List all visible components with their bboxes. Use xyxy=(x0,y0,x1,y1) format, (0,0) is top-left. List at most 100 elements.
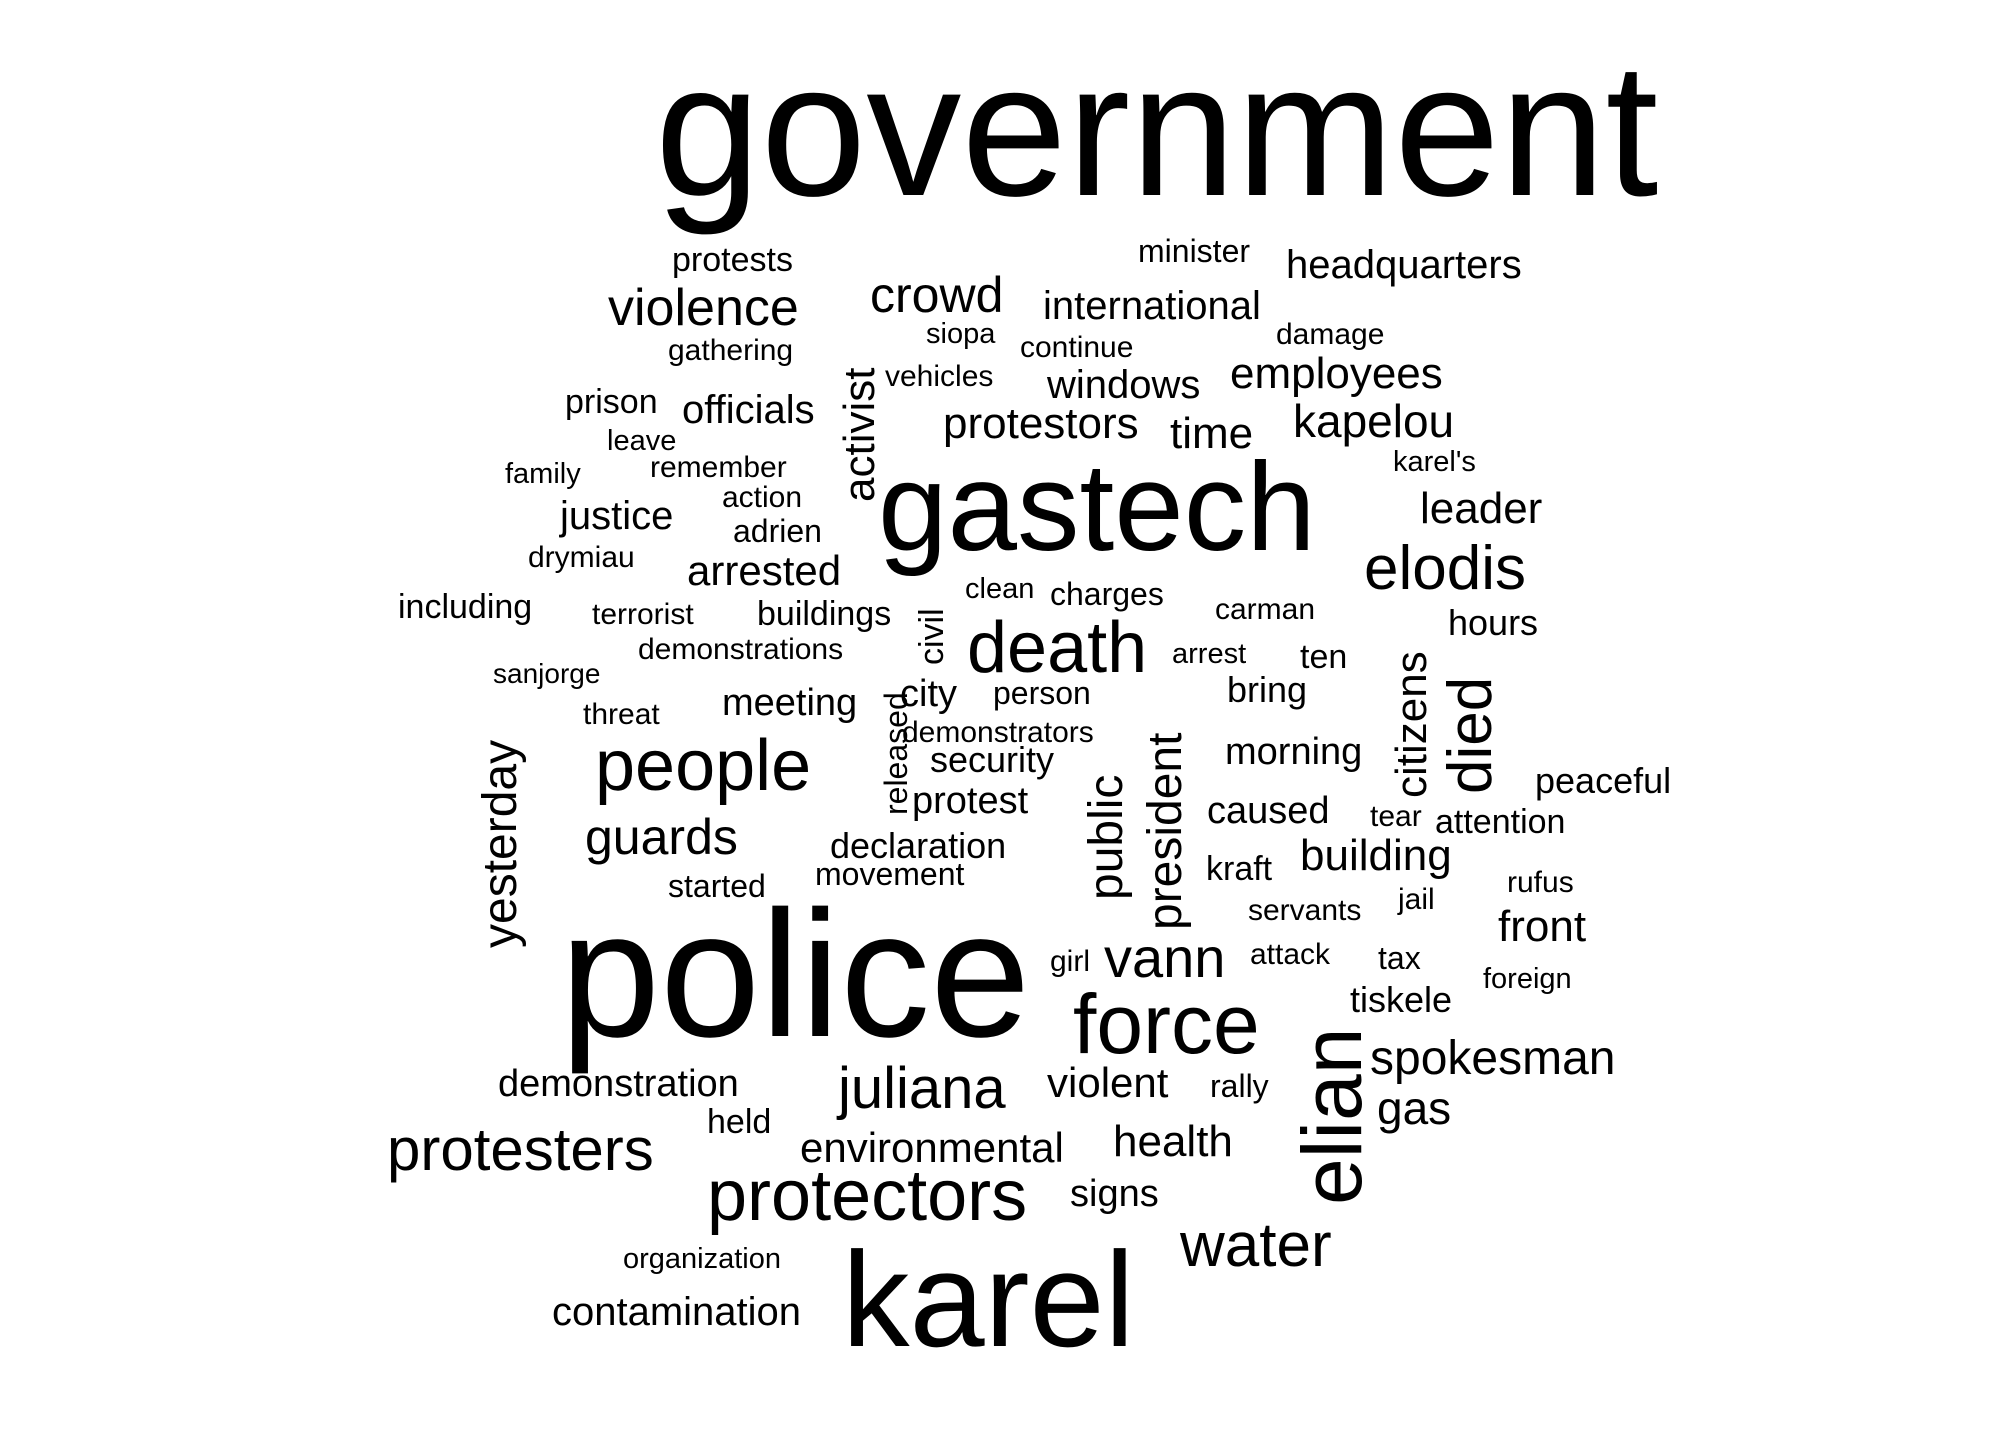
word-bring: bring xyxy=(1227,669,1308,710)
word-kraft: kraft xyxy=(1206,850,1273,888)
word-caused: caused xyxy=(1207,790,1330,832)
word-drymiau: drymiau xyxy=(528,541,635,574)
word-tax: tax xyxy=(1378,940,1421,976)
word-violent: violent xyxy=(1047,1059,1169,1106)
word-started: started xyxy=(668,868,766,904)
word-gas: gas xyxy=(1377,1082,1452,1134)
word-activist: activist xyxy=(835,367,884,502)
word-contamination: contamination xyxy=(552,1290,802,1334)
word-arrest: arrest xyxy=(1172,638,1247,670)
word-carman: carman xyxy=(1215,593,1316,626)
word-water: water xyxy=(1180,1211,1332,1280)
word-violence: violence xyxy=(608,279,799,337)
word-officials: officials xyxy=(682,388,815,432)
word-headquarters: headquarters xyxy=(1286,243,1522,287)
word-juliana: juliana xyxy=(838,1056,1006,1121)
word-including: including xyxy=(398,588,533,626)
word-protest: protest xyxy=(912,780,1029,822)
word-employees: employees xyxy=(1230,349,1443,398)
word-gathering: gathering xyxy=(668,334,794,367)
word-meeting: meeting xyxy=(722,682,858,724)
word-prison: prison xyxy=(565,383,658,421)
word-karel-s: karel's xyxy=(1393,446,1476,478)
word-health: health xyxy=(1113,1117,1233,1166)
word-environmental: environmental xyxy=(800,1124,1064,1171)
word-declaration: declaration xyxy=(830,825,1007,866)
word-demonstrators: demonstrators xyxy=(902,716,1094,749)
word-minister: minister xyxy=(1138,233,1251,269)
word-windows: windows xyxy=(1047,363,1201,407)
word-public: public xyxy=(1080,774,1133,900)
word-security: security xyxy=(930,739,1055,780)
word-sanjorge: sanjorge xyxy=(493,658,601,689)
word-girl: girl xyxy=(1050,945,1091,978)
word-buildings: buildings xyxy=(757,595,892,633)
word-rally: rally xyxy=(1210,1068,1269,1104)
word-family: family xyxy=(505,458,581,490)
word-servants: servants xyxy=(1248,894,1362,927)
word-died: died xyxy=(1436,676,1505,794)
word-front: front xyxy=(1498,902,1587,951)
word-justice: justice xyxy=(560,494,674,538)
word-movement: movement xyxy=(815,856,965,892)
word-protests: protests xyxy=(672,241,793,279)
word-tiskele: tiskele xyxy=(1350,979,1453,1020)
word-city: city xyxy=(900,673,957,715)
word-attack: attack xyxy=(1250,938,1331,971)
word-arrested: arrested xyxy=(687,547,842,594)
word-people: people xyxy=(595,726,812,806)
word-adrien: adrien xyxy=(733,513,822,549)
word-threat: threat xyxy=(583,698,660,731)
word-guards: guards xyxy=(585,809,738,865)
word-elian: elian xyxy=(1285,1027,1379,1205)
word-civil: civil xyxy=(913,608,951,665)
word-demonstration: demonstration xyxy=(498,1063,739,1105)
word-police: police xyxy=(560,874,1031,1075)
word-tear: tear xyxy=(1370,800,1422,833)
word-protestors: protestors xyxy=(943,399,1139,448)
word-force: force xyxy=(1073,977,1260,1071)
word-attention: attention xyxy=(1435,803,1566,841)
word-vehicles: vehicles xyxy=(885,360,994,393)
word-leave: leave xyxy=(607,425,677,457)
word-government: government xyxy=(655,24,1659,236)
word-ten: ten xyxy=(1300,638,1348,676)
word-yesterday: yesterday xyxy=(474,739,527,948)
word-jail: jail xyxy=(1398,883,1435,916)
word-continue: continue xyxy=(1020,331,1134,364)
word-person: person xyxy=(993,675,1091,711)
word-released: released xyxy=(878,692,914,815)
word-foreign: foreign xyxy=(1483,963,1572,995)
word-building: building xyxy=(1300,831,1452,880)
word-protectors: protectors xyxy=(707,1156,1028,1236)
word-kapelou: kapelou xyxy=(1293,395,1455,447)
word-morning: morning xyxy=(1225,731,1363,773)
word-action: action xyxy=(722,481,803,514)
word-karel: karel xyxy=(842,1224,1135,1375)
word-clean: clean xyxy=(965,573,1035,605)
word-siopa: siopa xyxy=(926,318,996,350)
word-death: death xyxy=(967,608,1148,688)
word-protesters: protesters xyxy=(387,1116,654,1183)
word-held: held xyxy=(707,1103,772,1141)
word-hours: hours xyxy=(1448,602,1539,643)
word-organization: organization xyxy=(623,1243,781,1275)
word-crowd: crowd xyxy=(870,267,1004,323)
word-demonstrations: demonstrations xyxy=(638,633,844,666)
word-gastech: gastech xyxy=(878,438,1316,577)
word-spokesman: spokesman xyxy=(1370,1032,1616,1085)
word-signs: signs xyxy=(1070,1173,1159,1215)
word-remember: remember xyxy=(650,451,787,484)
word-peaceful: peaceful xyxy=(1535,760,1672,801)
word-elodis: elodis xyxy=(1364,534,1526,603)
word-international: international xyxy=(1043,284,1261,328)
word-terrorist: terrorist xyxy=(592,598,694,631)
word-rufus: rufus xyxy=(1507,866,1574,899)
word-time: time xyxy=(1170,409,1254,458)
word-leader: leader xyxy=(1420,484,1543,533)
word-damage: damage xyxy=(1276,318,1385,351)
word-vann: vann xyxy=(1104,926,1226,989)
word-citizens: citizens xyxy=(1387,651,1436,798)
word-charges: charges xyxy=(1050,576,1164,612)
